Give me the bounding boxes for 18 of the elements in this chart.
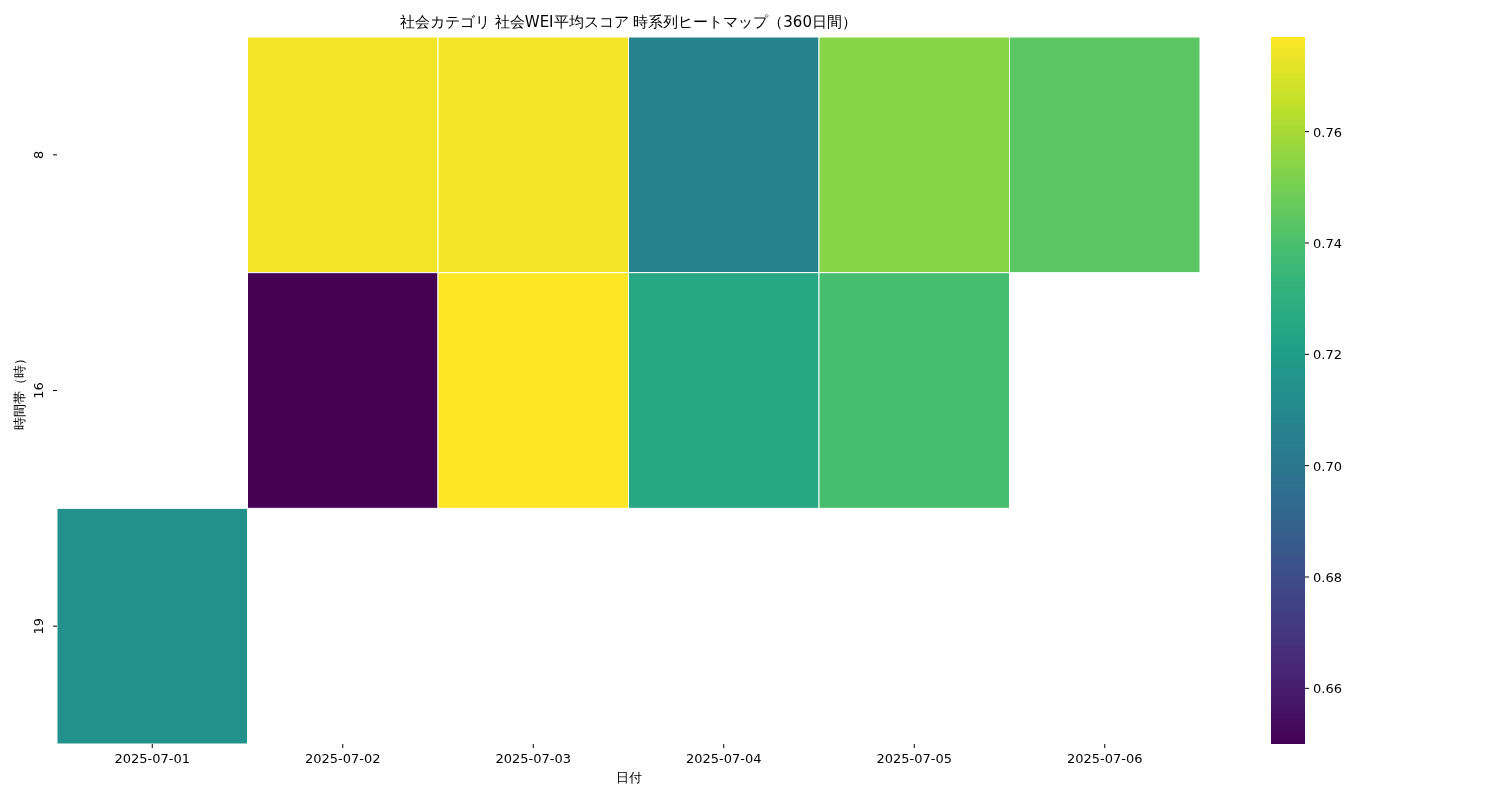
color-bar-label: 0.74 [1313, 235, 1342, 251]
chart-title: 社会カテゴリ 社会WEI平均スコア 時系列ヒートマップ（360日間） [400, 13, 857, 31]
x-tick-label: 2025-07-01 [114, 751, 191, 766]
x-tick-label: 2025-07-04 [685, 751, 762, 766]
color-bar-label: 0.72 [1313, 347, 1342, 363]
color-bar-label: 0.68 [1313, 569, 1342, 585]
color-bar-label: 0.76 [1313, 124, 1342, 140]
x-axis-title: 日付 [615, 770, 642, 785]
x-tick-label: 2025-07-06 [1066, 751, 1143, 766]
color-bar-label: 0.66 [1313, 681, 1342, 697]
x-tick-label: 2025-07-03 [495, 751, 572, 766]
x-tick-label: 2025-07-02 [304, 751, 381, 766]
y-tick-label: 8 [31, 150, 46, 159]
color-bar-label: 0.70 [1313, 458, 1342, 474]
y-tick-label: 16 [31, 382, 46, 399]
x-tick-label: 2025-07-05 [876, 751, 953, 766]
y-axis-title: 時間帯（時） [12, 351, 27, 430]
y-tick-label: 19 [31, 617, 46, 635]
